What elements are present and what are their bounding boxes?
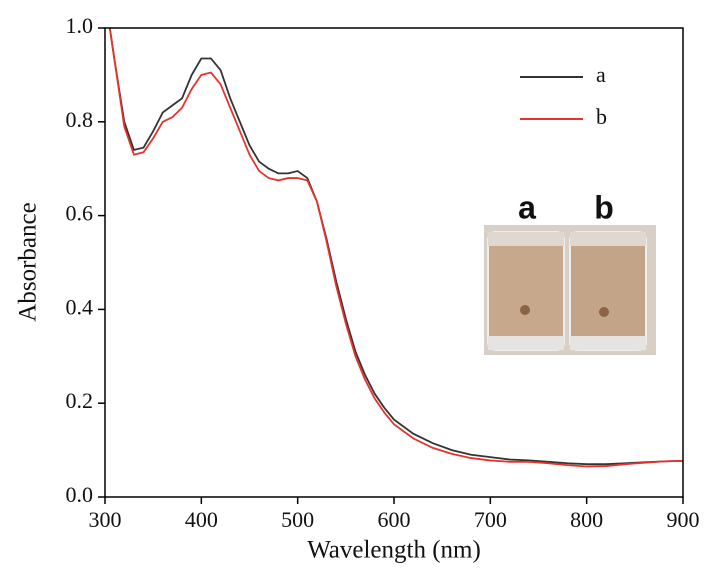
x-tick-label: 900 [667,507,700,532]
inset-label: a [518,189,536,225]
x-tick-label: 700 [474,507,507,532]
inset-photo [484,225,656,355]
inset-label: b [594,189,614,225]
x-tick-label: 800 [570,507,603,532]
x-tick-label: 600 [378,507,411,532]
x-tick-label: 500 [281,507,314,532]
y-tick-label: 0.8 [66,107,94,132]
x-tick-label: 300 [89,507,122,532]
y-tick-label: 1.0 [66,13,94,38]
y-tick-label: 0.4 [66,294,94,319]
x-axis-label: Wavelength (nm) [307,537,481,564]
plot-frame [104,27,684,498]
y-tick-label: 0.6 [66,201,94,226]
legend-label: a [596,62,606,87]
legend-label: b [596,104,607,129]
x-tick-label: 400 [185,507,218,532]
y-tick-label: 0.0 [66,482,94,507]
y-axis-label: Absorbance [15,202,42,321]
data-line [108,27,684,468]
y-tick-label: 0.2 [66,388,94,413]
